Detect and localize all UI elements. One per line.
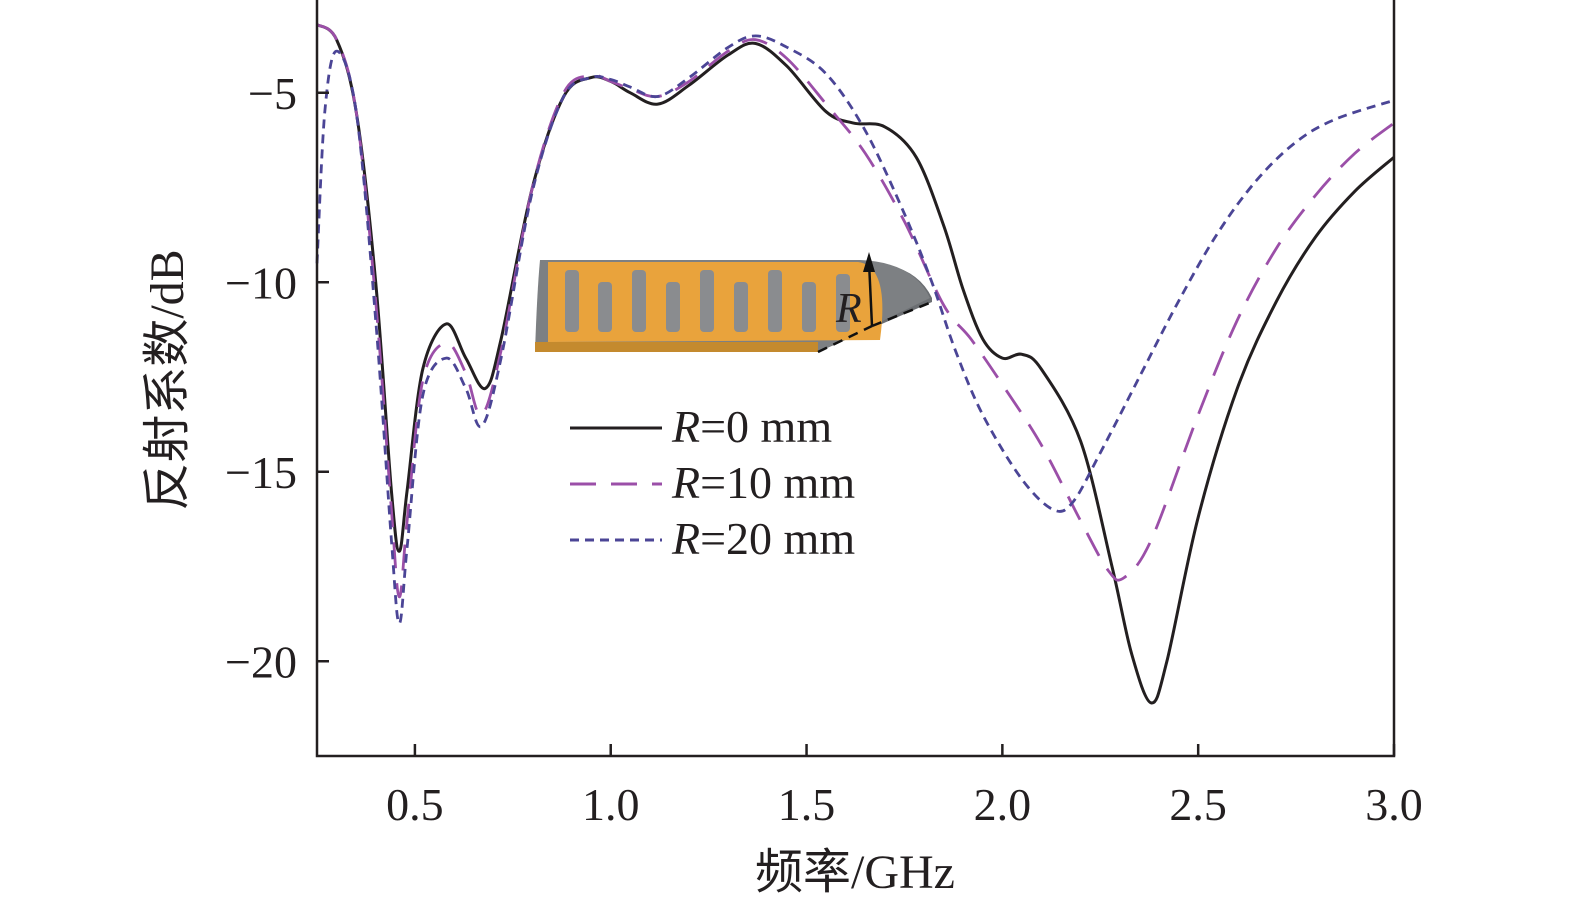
inset-axis-dashed-2 xyxy=(817,324,873,354)
inset-conductor-pattern xyxy=(548,262,883,342)
plot-series-layer xyxy=(315,23,1395,705)
x-tick-label: 3.0 xyxy=(1365,779,1423,830)
y-tick-label: −20 xyxy=(225,636,297,687)
legend-label-r10-rest: =10 mm xyxy=(700,457,855,508)
legend: R=0 mm R=10 mm R=20 mm xyxy=(570,401,855,564)
legend-label-r10-var: R xyxy=(671,457,700,508)
inset-substrate-edge xyxy=(535,342,818,352)
x-tick-label: 2.5 xyxy=(1169,779,1227,830)
inset-axis-dashed-1 xyxy=(871,300,933,328)
legend-label-r20-var: R xyxy=(671,513,700,564)
x-tick-label: 1.5 xyxy=(778,779,836,830)
y-tick-label: −15 xyxy=(225,447,297,498)
y-tick-label: −10 xyxy=(225,257,297,308)
inset-radius-arrow xyxy=(867,261,874,327)
axis-ticks: 0.5 1.0 1.5 2.0 2.5 3.0 −5 −10 −15 −20 xyxy=(225,68,1423,830)
x-tick-label: 1.0 xyxy=(582,779,640,830)
inset-meander-slots xyxy=(565,270,850,332)
plot-frame xyxy=(315,0,1396,758)
y-tick-label: −5 xyxy=(248,68,297,119)
x-tick-label: 2.0 xyxy=(974,779,1032,830)
inset-radius-arrowhead xyxy=(863,252,875,272)
legend-label-r20-rest: =20 mm xyxy=(700,513,855,564)
x-tick-label: 0.5 xyxy=(386,779,444,830)
legend-label-r0-var: R xyxy=(671,401,700,452)
legend-label-r20: R=20 mm xyxy=(671,513,855,564)
inset-radius-label: R xyxy=(835,286,862,332)
legend-label-r10: R=10 mm xyxy=(671,457,855,508)
x-axis-title: 频率/GHz xyxy=(755,846,955,899)
antenna-inset-illustration: R xyxy=(535,252,933,354)
series-line-r10 xyxy=(316,23,1395,599)
legend-label-r0-rest: =0 mm xyxy=(700,401,832,452)
legend-label-r0: R=0 mm xyxy=(671,401,832,452)
series-line-r0 xyxy=(316,23,1395,705)
y-axis-title: 反射系数/dB xyxy=(141,249,194,510)
